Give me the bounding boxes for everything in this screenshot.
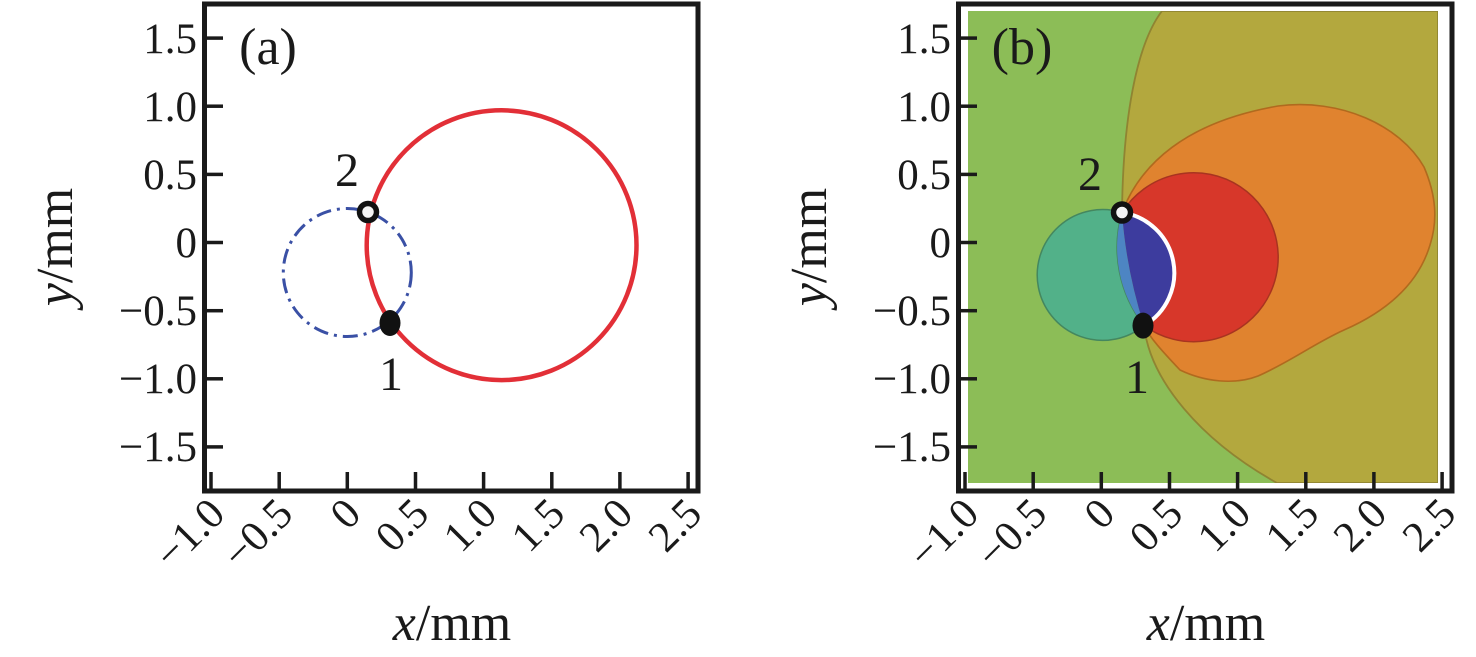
y-tick-label: −1.0: [119, 356, 197, 403]
point-1-marker-b: [1132, 312, 1154, 339]
y-tick-label: 0: [930, 220, 952, 267]
x-tick-label: 0: [322, 490, 370, 538]
y-tick-label: −1.5: [873, 424, 951, 471]
panel-b-x-tick-labels: −1.0 −0.5 0 0.5 1.0 1.5 2.0 2.5: [900, 490, 1465, 578]
point-2-label-a: 2: [335, 144, 359, 197]
point-1-marker-a: [379, 310, 401, 336]
x-tick-label: 0.5: [1121, 490, 1192, 561]
y-tick-label: −0.5: [873, 288, 951, 335]
panel-b-tag: (b): [992, 19, 1053, 76]
panel-a-y-ticks: [207, 36, 223, 449]
y-tick-label: 0.5: [897, 152, 951, 199]
x-tick-label: −0.5: [214, 490, 302, 578]
panel-b: 1.5 1.0 0.5 0 −0.5 −1.0 −1.5 −1.0 −0.5 0…: [781, 1, 1465, 652]
y-tick-label: 1.0: [897, 84, 951, 131]
y-tick-label: 0.5: [143, 152, 197, 199]
x-tick-label: 2.0: [571, 490, 642, 561]
panel-a: 1.5 1.0 0.5 0 −0.5 −1.0 −1.5 −1.0 −0.5 0…: [27, 1, 711, 652]
x-tick-label: −1.0: [900, 490, 988, 578]
x-tick-label: 1.0: [1189, 490, 1260, 561]
panel-b-y-axis-title: y/mm: [781, 188, 838, 311]
x-tick-label: 2.5: [640, 490, 711, 561]
panel-b-x-ticks: [963, 472, 1444, 489]
panel-a-tag: (a): [239, 19, 297, 76]
panel-a-x-tick-labels: −1.0 −0.5 0 0.5 1.0 1.5 2.0 2.5: [146, 490, 711, 578]
panel-a-frame: [202, 1, 701, 494]
white-contour-arc: [1121, 210, 1177, 328]
panel-a-x-ticks: [209, 472, 690, 489]
x-tick-label: −0.5: [968, 490, 1056, 578]
panel-b-y-ticks: [961, 36, 977, 449]
y-tick-label: 1.0: [143, 84, 197, 131]
panel-b-x-axis-title: x/mm: [1146, 595, 1265, 652]
y-tick-label: 1.5: [897, 16, 951, 63]
red-solid-circle: [364, 108, 639, 383]
region-indigo: [1122, 212, 1175, 326]
x-tick-label: 0.5: [367, 490, 438, 561]
y-tick-label: −1.0: [873, 356, 951, 403]
y-tick-label: 0: [176, 220, 198, 267]
point-1-label-b: 1: [1125, 351, 1149, 404]
y-tick-label: −1.5: [119, 424, 197, 471]
point-2-marker-a: [356, 200, 380, 224]
panel-b-y-tick-labels: 1.5 1.0 0.5 0 −0.5 −1.0 −1.5: [873, 16, 951, 471]
point-1-label-a: 1: [379, 348, 403, 401]
panel-a-x-axis-title: x/mm: [392, 595, 511, 652]
panel-b-frame: [956, 1, 1455, 494]
x-tick-label: 0: [1076, 490, 1124, 538]
panel-b-contour-map: [968, 11, 1438, 483]
x-tick-label: 1.5: [1257, 490, 1328, 561]
x-tick-label: 2.5: [1394, 490, 1465, 561]
panel-a-y-axis-title: y/mm: [27, 188, 84, 311]
point-2-label-b: 2: [1078, 148, 1102, 201]
x-tick-label: −1.0: [146, 490, 234, 578]
x-tick-label: 2.0: [1325, 490, 1396, 561]
y-tick-label: 1.5: [143, 16, 197, 63]
panel-a-y-tick-labels: 1.5 1.0 0.5 0 −0.5 −1.0 −1.5: [119, 16, 197, 471]
point-2-marker-b: [1110, 201, 1134, 224]
y-tick-label: −0.5: [119, 288, 197, 335]
blue-dashdot-circle: [281, 207, 413, 338]
x-tick-label: 1.0: [435, 490, 506, 561]
region-light-blue: [1117, 212, 1144, 326]
x-tick-label: 1.5: [503, 490, 574, 561]
